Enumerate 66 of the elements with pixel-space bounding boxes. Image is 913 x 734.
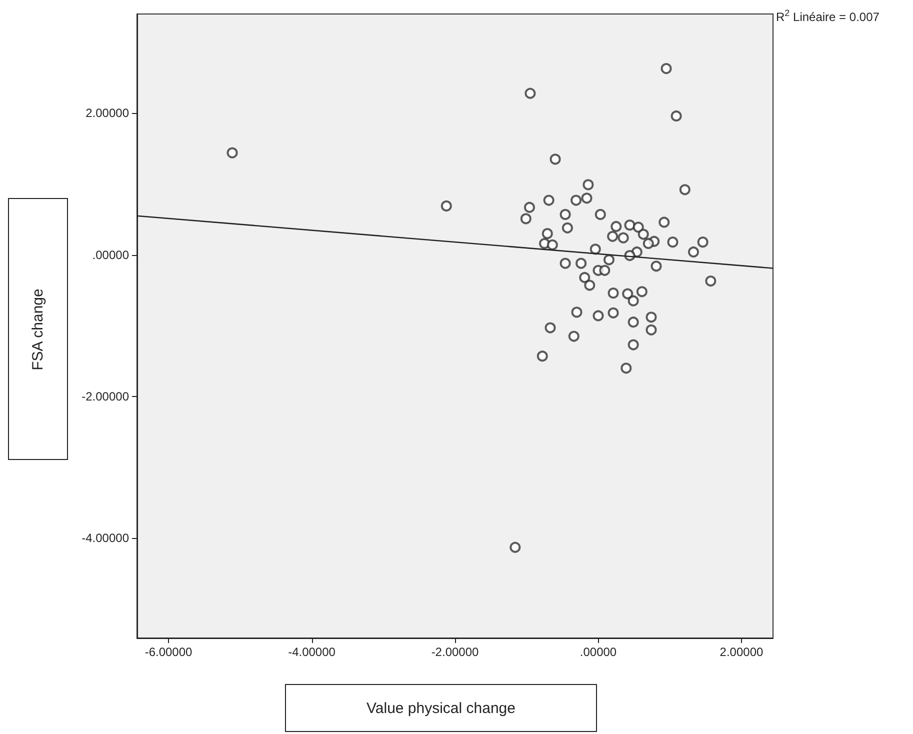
point xyxy=(544,322,556,334)
point xyxy=(603,254,614,266)
point xyxy=(667,236,678,248)
point xyxy=(510,542,521,553)
point xyxy=(618,232,629,244)
point xyxy=(546,239,558,250)
point xyxy=(568,330,580,342)
point xyxy=(582,179,594,190)
point xyxy=(520,213,532,224)
point xyxy=(542,228,553,240)
point xyxy=(560,208,571,220)
point xyxy=(638,228,649,240)
point xyxy=(636,286,648,298)
point xyxy=(440,200,452,212)
point xyxy=(646,324,657,336)
point xyxy=(628,339,639,350)
x-axis-title: Value physical change xyxy=(285,684,597,732)
point xyxy=(524,88,536,99)
point xyxy=(632,222,644,233)
point xyxy=(660,63,672,74)
point xyxy=(670,110,682,122)
point xyxy=(579,272,590,283)
x-tick-label: .00000 xyxy=(580,645,617,659)
point xyxy=(679,184,690,196)
x-tick-label: -2.00000 xyxy=(431,645,480,659)
x-tick-label: -4.00000 xyxy=(288,645,336,659)
point xyxy=(658,216,670,228)
text: R$^{2}$ Linéaire = 0.007 xyxy=(776,8,880,24)
y-tick-label: 2.00000 xyxy=(86,106,130,120)
point xyxy=(524,202,535,213)
point xyxy=(576,258,587,269)
point xyxy=(646,312,657,323)
point xyxy=(624,220,636,231)
point xyxy=(610,220,622,232)
point xyxy=(599,264,610,276)
point xyxy=(705,276,716,287)
point xyxy=(226,147,238,158)
x-tick-label: -6.00000 xyxy=(144,645,193,659)
point xyxy=(628,316,639,328)
point xyxy=(562,222,573,234)
point xyxy=(688,246,699,258)
point xyxy=(543,194,554,206)
point xyxy=(550,154,561,165)
point xyxy=(584,280,596,291)
y-tick-label: .00000 xyxy=(92,248,130,262)
y-tick-label: -2.00000 xyxy=(82,389,130,404)
point xyxy=(628,295,639,306)
point xyxy=(608,307,619,318)
y-tick-label: -4.00000 xyxy=(82,531,130,546)
point xyxy=(581,192,592,204)
point xyxy=(590,244,601,255)
y-axis-title: FSA change xyxy=(30,288,47,370)
point xyxy=(697,236,708,248)
point xyxy=(571,306,582,318)
point xyxy=(592,310,604,322)
point xyxy=(594,208,606,220)
point xyxy=(642,238,654,249)
point xyxy=(570,194,582,206)
point xyxy=(650,260,662,272)
point xyxy=(607,230,618,242)
point xyxy=(622,288,634,300)
point xyxy=(536,350,548,362)
x-tick-label: 2.00000 xyxy=(720,645,764,659)
point xyxy=(560,258,571,269)
point xyxy=(620,362,632,374)
point xyxy=(608,288,619,299)
